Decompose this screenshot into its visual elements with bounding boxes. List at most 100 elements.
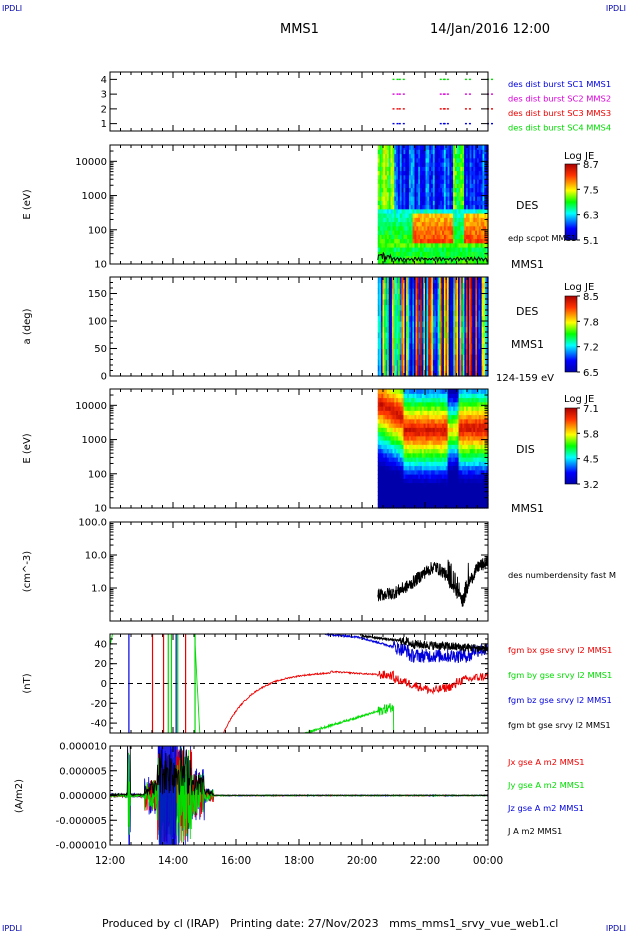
- des-energy-cell: [478, 145, 482, 150]
- des-pitch-cell: [442, 277, 445, 284]
- des-pitch-cell: [461, 310, 464, 317]
- dis-energy-cell: [451, 440, 454, 445]
- des-energy-cell: [396, 170, 399, 176]
- des-energy-cell: [407, 221, 410, 227]
- dis-energy-cell: [431, 435, 434, 441]
- dis-energy-cell: [394, 465, 397, 471]
- des-energy-cell: [458, 149, 462, 155]
- des-pitch-cell: [396, 293, 399, 300]
- des-pitch-cell: [406, 359, 409, 366]
- des-energy-cell: [440, 217, 443, 223]
- des-pitch-cell: [393, 359, 396, 366]
- des-energy-cell: [381, 225, 384, 231]
- des-pitch-cell: [384, 343, 387, 350]
- des-pitch-cell: [481, 315, 484, 322]
- dis-energy-cell: [473, 410, 476, 416]
- dis-energy-cell: [484, 393, 487, 399]
- des-energy-cell: [386, 196, 390, 201]
- des-energy-cell: [471, 153, 474, 159]
- des-pitch-cell: [470, 359, 473, 366]
- dis-energy-cell: [396, 423, 399, 428]
- dis-energy-cell: [420, 478, 423, 484]
- des-energy-cell: [443, 225, 447, 231]
- dis-energy-cell: [443, 503, 447, 509]
- des-energy-cell: [429, 183, 432, 189]
- des-pitch-cell: [470, 332, 473, 339]
- des-pitch-cell: [423, 343, 426, 350]
- dis-energy-cell: [473, 414, 476, 420]
- des-pitch-cell: [461, 293, 464, 300]
- des-energy-cell: [465, 183, 469, 189]
- des-energy-cell: [440, 247, 443, 252]
- dis-energy-cell: [394, 448, 397, 454]
- des-pitch-cell: [472, 304, 475, 311]
- des-energy-cell: [460, 225, 463, 231]
- des-pitch-cell: [409, 343, 412, 350]
- des-pitch-cell: [417, 299, 420, 306]
- dis-energy-cell: [443, 465, 447, 471]
- dis-energy-cell: [420, 431, 423, 437]
- des-energy-cell: [436, 255, 439, 261]
- dis-energy-cell: [421, 482, 425, 488]
- dis-energy-cell: [469, 423, 473, 428]
- dis-energy-cell: [454, 393, 458, 399]
- dis-energy-cell: [410, 474, 414, 479]
- des-energy-cell: [480, 166, 484, 172]
- dis-energy-cell: [458, 423, 462, 428]
- des-pitch-cell: [480, 326, 483, 333]
- des-pitch-cell: [470, 293, 473, 300]
- des-energy-cell: [381, 200, 384, 206]
- dis-energy-cell: [443, 474, 447, 479]
- dis-energy-cell: [478, 431, 482, 437]
- des-pitch-cell: [404, 299, 407, 306]
- des-pitch-cell: [448, 315, 451, 322]
- des-pitch-cell: [428, 277, 431, 284]
- des-pitch-cell: [454, 288, 458, 295]
- des-energy-cell: [407, 162, 410, 167]
- des-energy-cell: [432, 166, 436, 172]
- des-energy-cell: [465, 225, 469, 231]
- des-pitch-cell: [406, 326, 409, 333]
- dis-energy-cell: [401, 444, 405, 450]
- des-pitch-cell: [415, 293, 418, 300]
- dis-energy-cell: [480, 465, 484, 471]
- des-energy-cell: [451, 183, 454, 189]
- des-pitch-cell: [453, 315, 456, 322]
- des-energy-cell: [403, 145, 406, 150]
- des-energy-cell: [397, 230, 401, 235]
- des-energy-cell: [436, 145, 439, 150]
- des-pitch-cell: [442, 321, 445, 328]
- dis-energy-cell: [484, 397, 487, 403]
- des-energy-cell: [396, 191, 399, 197]
- dis-energy-cell: [465, 406, 469, 411]
- des-energy-cell: [379, 234, 383, 240]
- des-energy-cell: [443, 259, 447, 265]
- des-energy-cell: [418, 208, 421, 214]
- des-energy-cell: [429, 191, 432, 197]
- dis-energy-cell: [471, 414, 474, 420]
- dis-energy-cell: [396, 427, 399, 433]
- dis-energy-cell: [420, 491, 423, 496]
- des-pitch-cell: [472, 337, 475, 344]
- des-energy-cell: [458, 179, 462, 184]
- des-pitch-cell: [429, 310, 432, 317]
- dis-energy-cell: [467, 452, 471, 458]
- des-pitch-cell: [470, 365, 473, 372]
- des-energy-cell: [454, 230, 458, 235]
- des-pitch-cell: [391, 343, 395, 350]
- des-energy-cell: [451, 191, 454, 197]
- des-energy-cell: [377, 251, 381, 257]
- des-pitch-cell: [434, 288, 437, 295]
- des-energy-cell: [460, 170, 463, 176]
- dis-energy-cell: [486, 491, 489, 496]
- dis-energy-cell: [414, 397, 417, 403]
- des-energy-cell: [473, 174, 476, 180]
- des-pitch-cell: [480, 299, 483, 306]
- des-energy-cell: [460, 187, 463, 193]
- des-energy-cell: [394, 174, 397, 180]
- dis-energy-cell: [386, 503, 390, 509]
- dis-energy-cell: [467, 461, 471, 467]
- des-energy-cell: [467, 238, 471, 244]
- dis-energy-cell: [440, 478, 443, 484]
- des-pitch-cell: [440, 288, 443, 295]
